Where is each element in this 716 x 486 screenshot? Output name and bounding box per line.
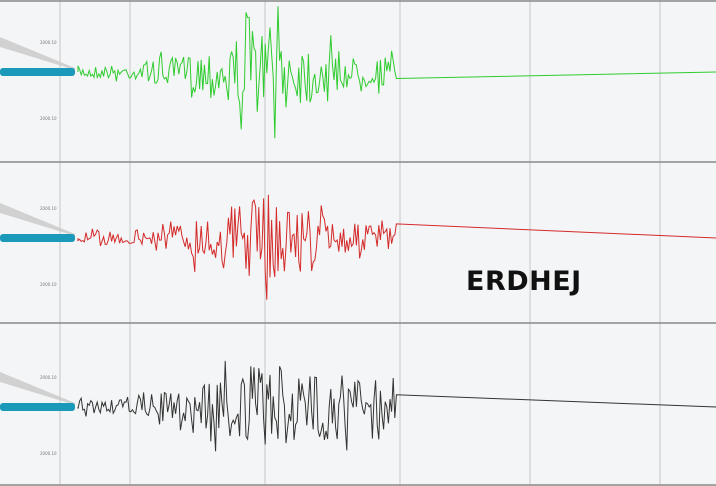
stylus-icon [0,403,75,411]
scale-label: 2000.10 [40,116,57,121]
seismic-trace [77,360,716,452]
scale-label: 2000.10 [40,40,57,45]
stylus-icon [0,68,75,76]
scale-label: 2000.10 [40,375,57,380]
stylus-arm-shadow [0,37,75,70]
stylus-icon [0,234,75,242]
stylus-arm-shadow [0,203,75,236]
seismic-trace [77,6,716,139]
scale-label: 2000.10 [40,282,57,287]
scale-label: 2000.10 [40,206,57,211]
scale-label: 2000.10 [40,451,57,456]
seismic-trace [77,194,716,300]
stylus-arm-shadow [0,372,75,405]
caption-text: ERDHEJ [466,266,582,297]
